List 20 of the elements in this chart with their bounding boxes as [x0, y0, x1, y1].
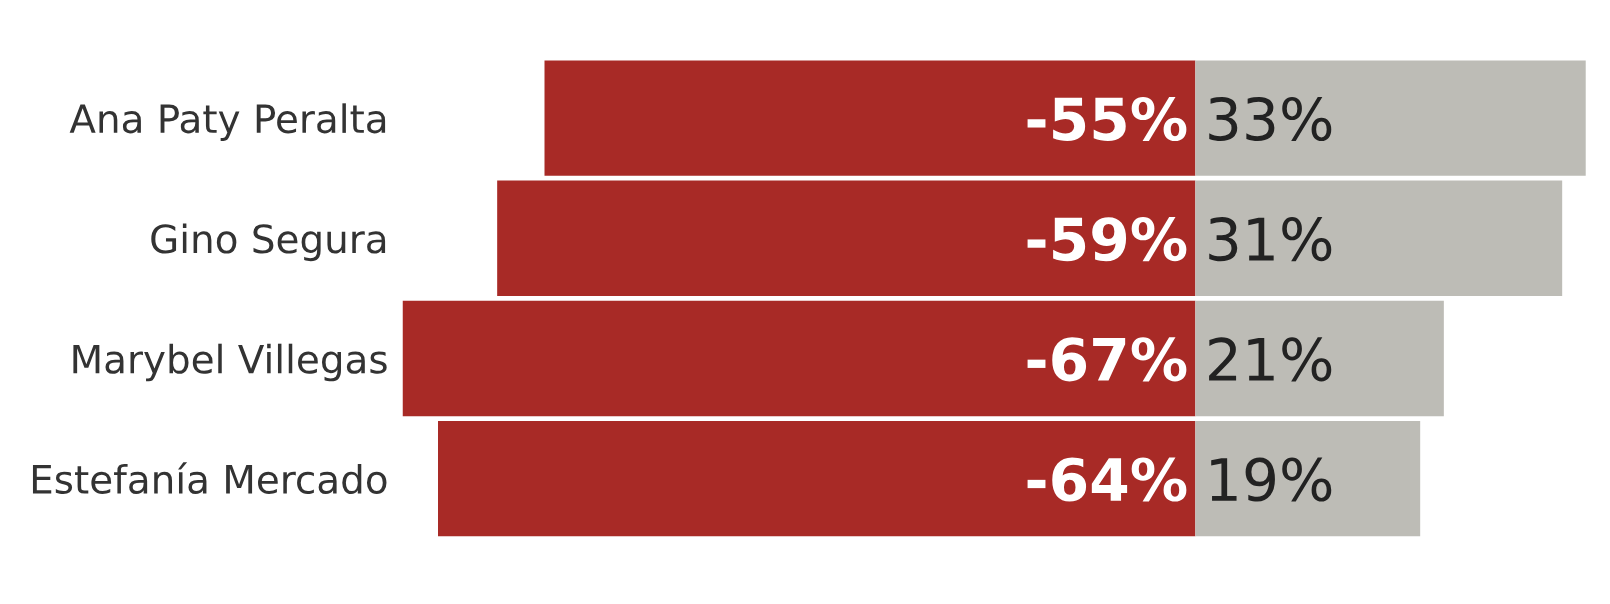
bar — [1195, 60, 1586, 176]
data-label: -59% — [1027, 217, 1187, 262]
data-label: -67% — [1027, 337, 1187, 382]
bar — [438, 420, 1196, 537]
data-label: 19% — [1211, 457, 1332, 502]
bar — [402, 300, 1196, 417]
bar — [1195, 300, 1444, 417]
bar — [1195, 420, 1421, 537]
data-label: -55% — [1027, 96, 1187, 142]
y-tick-label: Ana Paty Peralta — [69, 103, 386, 141]
y-tick-label: Estefanía Mercado — [32, 462, 387, 494]
bar — [1195, 180, 1563, 296]
data-label: 21% — [1209, 337, 1332, 382]
y-tick-label: Gino Segura — [151, 223, 386, 262]
data-label: 33% — [1209, 96, 1332, 142]
data-label: 31% — [1209, 217, 1332, 262]
bar — [497, 180, 1196, 296]
bar — [544, 60, 1196, 176]
data-label: -64% — [1027, 457, 1187, 502]
y-tick-label: Marybel Villegas — [73, 343, 387, 382]
